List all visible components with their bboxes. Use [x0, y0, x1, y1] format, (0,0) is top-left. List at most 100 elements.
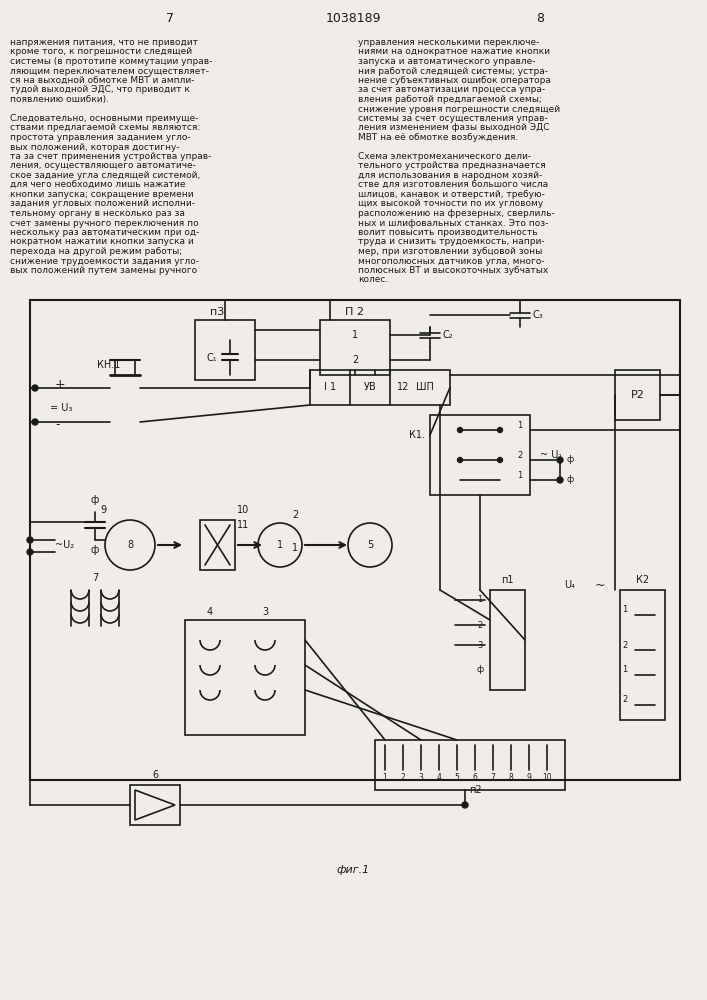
Text: К2: К2: [636, 575, 649, 585]
Text: C₁: C₁: [206, 353, 217, 363]
Circle shape: [27, 537, 33, 543]
Circle shape: [457, 428, 462, 432]
Text: 8: 8: [508, 772, 513, 782]
Text: системы за счет осуществления управ-: системы за счет осуществления управ-: [358, 114, 548, 123]
Circle shape: [32, 385, 38, 391]
Text: 6: 6: [472, 772, 477, 782]
Text: тельному органу в несколько раз за: тельному органу в несколько раз за: [10, 209, 185, 218]
Bar: [620, 590, 665, 720]
Text: 4: 4: [207, 607, 213, 617]
Bar: [195, 320, 255, 380]
Text: труда и снизить трудоемкость, напри-: труда и снизить трудоемкость, напри-: [358, 237, 544, 246]
Text: вления работой предлагаемой схемы;: вления работой предлагаемой схемы;: [358, 95, 542, 104]
Text: 10: 10: [237, 505, 250, 515]
Text: ф: ф: [90, 545, 99, 555]
Text: 6: 6: [152, 770, 158, 780]
Text: п2: п2: [469, 785, 481, 795]
Bar: [185, 620, 305, 735]
Text: вых положений, которая достигну-: вых положений, которая достигну-: [10, 142, 180, 151]
Text: снижение уровня погрешности следящей: снижение уровня погрешности следящей: [358, 104, 560, 113]
Text: 2: 2: [352, 355, 358, 365]
Text: УВ: УВ: [363, 382, 376, 392]
Circle shape: [457, 458, 462, 462]
Bar: [490, 590, 525, 690]
Text: 1: 1: [277, 540, 283, 550]
Text: ления, осуществляющего автоматиче-: ления, осуществляющего автоматиче-: [10, 161, 196, 170]
Text: 2: 2: [477, 620, 483, 630]
Text: для чего необходимо лишь нажатие: для чего необходимо лишь нажатие: [10, 180, 185, 190]
Text: ления изменением фазы выходной ЭДС: ления изменением фазы выходной ЭДС: [358, 123, 549, 132]
Text: ф: ф: [477, 666, 484, 674]
Text: нение субъективных ошибок оператора: нение субъективных ошибок оператора: [358, 76, 551, 85]
Text: 10: 10: [542, 772, 551, 782]
Text: п3: п3: [210, 307, 224, 317]
Text: ствами предлагаемой схемы являются:: ствами предлагаемой схемы являются:: [10, 123, 200, 132]
Text: C₂: C₂: [443, 330, 453, 340]
Text: 1038189: 1038189: [325, 11, 381, 24]
Text: тудой выходной ЭДС, что приводит к: тудой выходной ЭДС, что приводит к: [10, 86, 190, 95]
Text: ф: ф: [90, 495, 99, 505]
Bar: [30, 300, 680, 780]
Text: 7: 7: [166, 11, 174, 24]
Bar: [615, 370, 660, 420]
Text: запуска и автоматического управле-: запуска и автоматического управле-: [358, 57, 535, 66]
Text: снижение трудоемкости задания угло-: снижение трудоемкости задания угло-: [10, 256, 199, 265]
Text: системы (в прототипе коммутации управ-: системы (в прототипе коммутации управ-: [10, 57, 212, 66]
Text: 1: 1: [292, 543, 298, 553]
Text: ф: ф: [566, 476, 573, 485]
Text: ~U₂: ~U₂: [55, 540, 74, 550]
Text: 1: 1: [477, 595, 483, 604]
Text: ся на выходной обмотке МВТ и ампли-: ся на выходной обмотке МВТ и ампли-: [10, 76, 194, 85]
Text: КН.1: КН.1: [97, 360, 120, 370]
Circle shape: [462, 802, 468, 808]
Text: та за счет применения устройства управ-: та за счет применения устройства управ-: [10, 152, 211, 161]
Text: 11: 11: [237, 520, 250, 530]
Text: 2: 2: [292, 510, 298, 520]
Text: для использования в народном хозяй-: для использования в народном хозяй-: [358, 171, 542, 180]
Text: вых положений путем замены ручного: вых положений путем замены ручного: [10, 266, 197, 275]
Text: 2: 2: [622, 696, 628, 704]
Text: колес.: колес.: [358, 275, 388, 284]
Text: п1: п1: [501, 575, 514, 585]
Text: напряжения питания, что не приводит: напряжения питания, что не приводит: [10, 38, 198, 47]
Text: 1: 1: [518, 471, 522, 480]
Circle shape: [498, 428, 503, 432]
Text: 8: 8: [127, 540, 133, 550]
Text: кроме того, к погрешности следящей: кроме того, к погрешности следящей: [10, 47, 192, 56]
Text: 1: 1: [352, 330, 358, 340]
Text: 9: 9: [100, 505, 106, 515]
Text: U₄: U₄: [564, 580, 575, 590]
Text: полюсных ВТ и высокоточных зубчатых: полюсных ВТ и высокоточных зубчатых: [358, 266, 548, 275]
Text: МВТ на её обмотке возбуждения.: МВТ на её обмотке возбуждения.: [358, 133, 518, 142]
Text: ния работой следящей системы; устра-: ния работой следящей системы; устра-: [358, 66, 548, 76]
Text: ское задание угла следящей системой,: ское задание угла следящей системой,: [10, 171, 200, 180]
Text: Схема электромеханического дели-: Схема электромеханического дели-: [358, 152, 531, 161]
Text: расположению на фрезерных, сверлиль-: расположению на фрезерных, сверлиль-: [358, 209, 555, 218]
Text: 5: 5: [455, 772, 460, 782]
Text: 2: 2: [518, 450, 522, 460]
Text: счет замены ручного переключения по: счет замены ручного переключения по: [10, 219, 199, 228]
Text: 9: 9: [527, 772, 532, 782]
Text: 1: 1: [382, 772, 387, 782]
Circle shape: [557, 477, 563, 483]
Text: ф: ф: [566, 456, 573, 464]
Circle shape: [557, 457, 563, 463]
Text: мер, при изготовлении зубцовой зоны: мер, при изготовлении зубцовой зоны: [358, 247, 542, 256]
Text: П 2: П 2: [346, 307, 365, 317]
Bar: [320, 320, 390, 375]
Text: = U₃: = U₃: [50, 403, 72, 413]
Text: волит повысить производительность: волит повысить производительность: [358, 228, 537, 237]
Text: простота управления заданием угло-: простота управления заданием угло-: [10, 133, 191, 142]
Text: К1.: К1.: [409, 430, 425, 440]
Text: 3: 3: [419, 772, 423, 782]
Text: кнопки запуска; сокращение времени: кнопки запуска; сокращение времени: [10, 190, 194, 199]
Circle shape: [498, 458, 503, 462]
Text: ШП: ШП: [416, 382, 434, 392]
Text: C₃: C₃: [532, 310, 544, 320]
Text: многополюсных датчиков угла, много-: многополюсных датчиков угла, много-: [358, 256, 544, 265]
Text: 3: 3: [477, 641, 483, 650]
Bar: [310, 370, 450, 405]
Text: 12: 12: [397, 382, 409, 392]
Text: 2: 2: [401, 772, 405, 782]
Text: стве для изготовления большого числа: стве для изготовления большого числа: [358, 180, 548, 190]
